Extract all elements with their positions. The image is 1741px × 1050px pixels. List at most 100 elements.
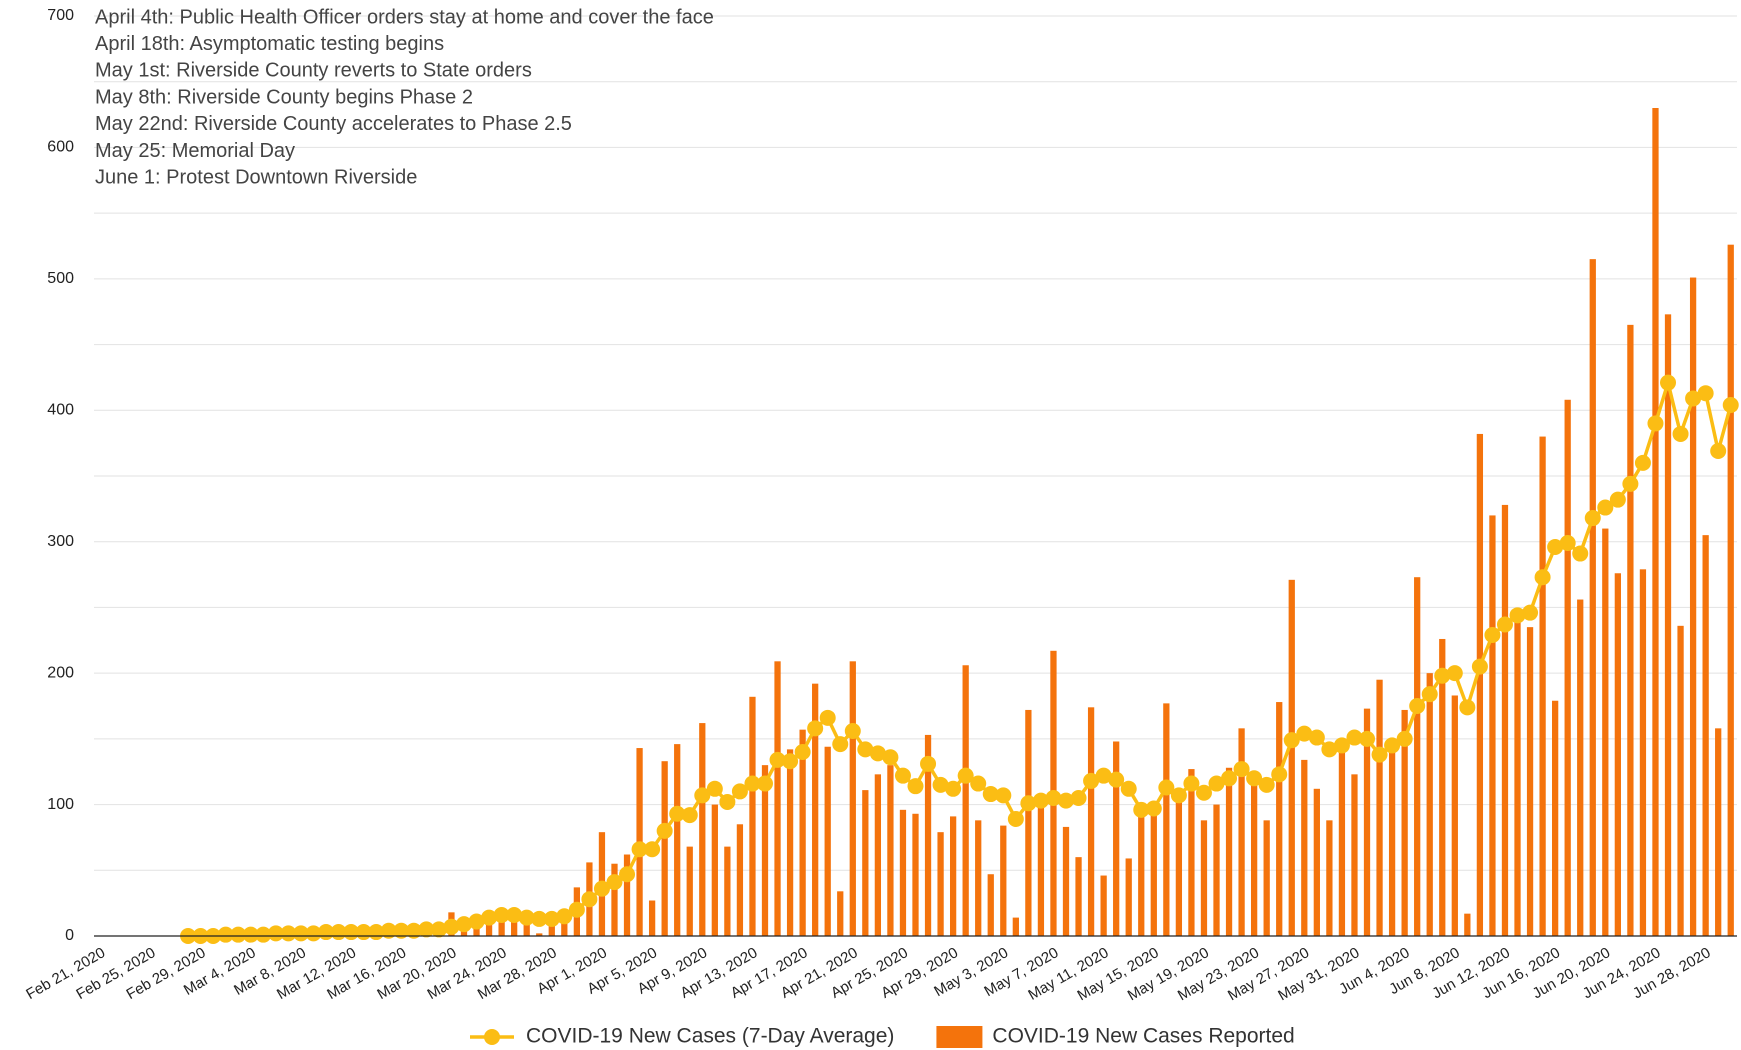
annotation: May 8th: Riverside County begins Phase 2 [95, 86, 473, 108]
average-point [1346, 729, 1363, 746]
bar [761, 765, 769, 936]
bar [1225, 767, 1233, 936]
average-point [1271, 766, 1288, 783]
bar [711, 804, 718, 936]
average-point [857, 741, 874, 758]
average-point [1007, 811, 1024, 828]
average-point [719, 793, 736, 810]
y-tick-label: 500 [47, 270, 74, 287]
average-point [1108, 771, 1125, 788]
average-point [380, 922, 397, 939]
average-point [1170, 787, 1187, 804]
bar [1401, 709, 1408, 936]
bar [749, 696, 756, 936]
average-point [1459, 699, 1476, 716]
average-point [1045, 790, 1062, 806]
average-point [1572, 545, 1589, 562]
bar [1602, 528, 1609, 936]
average-point [1584, 510, 1601, 527]
average-point [1396, 730, 1413, 747]
average-point [430, 921, 447, 938]
bar [812, 683, 819, 936]
bar [774, 661, 781, 936]
bar [1163, 703, 1170, 936]
bar [1627, 324, 1634, 936]
y-tick-label: 700 [47, 7, 74, 24]
bar [1062, 826, 1070, 936]
average-point [1333, 737, 1350, 754]
average-point [1484, 627, 1501, 644]
bar [887, 765, 894, 936]
average-point [518, 909, 535, 926]
y-tick-label: 0 [65, 927, 74, 944]
average-point [493, 906, 510, 923]
average-point [882, 749, 899, 766]
bar [674, 744, 681, 936]
average-point [242, 926, 259, 943]
bar [937, 832, 944, 936]
bar [648, 900, 656, 936]
average-point [1722, 397, 1739, 414]
average-point [669, 805, 686, 822]
legend-point [484, 1029, 500, 1045]
average-point [1032, 792, 1049, 809]
bar [1175, 791, 1183, 936]
bar [536, 933, 543, 936]
bar [1414, 577, 1421, 936]
legend: COVID-19 New Cases (7-Day Average) COVID-… [470, 1025, 1295, 1048]
bar [548, 920, 555, 936]
average-point [644, 841, 661, 858]
bar [1113, 741, 1120, 936]
average-point [1195, 784, 1212, 801]
average-point [1158, 779, 1175, 796]
average-point [681, 807, 698, 824]
bar [1276, 702, 1283, 936]
average-point [230, 926, 247, 943]
average-point [1359, 730, 1376, 747]
bar [899, 809, 907, 936]
average-point [731, 783, 748, 800]
average-point [1208, 775, 1225, 792]
average-point [869, 745, 886, 762]
bar [987, 874, 994, 936]
average-point [568, 901, 585, 918]
bar [1589, 259, 1596, 937]
average-point [744, 775, 761, 792]
bar [1213, 804, 1220, 936]
average-point [1509, 607, 1526, 624]
bar [1539, 436, 1546, 936]
average-point [531, 910, 548, 927]
legend-item: COVID-19 New Cases Reported [936, 1025, 1295, 1048]
average-point [1246, 770, 1263, 787]
bar [1313, 788, 1320, 936]
average-point [292, 925, 309, 942]
average-point [631, 841, 648, 858]
average-point [606, 874, 623, 891]
average-point [1697, 385, 1714, 402]
legend-label: COVID-19 New Cases (7-Day Average) [526, 1025, 894, 1048]
bar [736, 824, 744, 936]
average-point [1183, 775, 1200, 792]
average-line [188, 376, 1733, 938]
bar [1501, 504, 1509, 936]
bar [849, 661, 856, 936]
bar [1301, 759, 1308, 936]
annotation: April 4th: Public Health Officer orders … [95, 6, 714, 28]
bar [1012, 917, 1019, 936]
average-point [506, 906, 523, 923]
bar [1476, 433, 1484, 936]
bar [1200, 820, 1208, 936]
bar [1614, 573, 1621, 936]
bar [724, 846, 731, 936]
average-point [769, 751, 786, 768]
bar [623, 854, 631, 936]
y-tick-label: 400 [47, 402, 74, 419]
average-point [280, 925, 297, 942]
bar [1263, 820, 1270, 936]
bar [1451, 695, 1458, 936]
bar [1288, 579, 1295, 936]
average-point [1384, 737, 1401, 754]
average-point [581, 891, 598, 908]
bar [511, 914, 518, 936]
average-point [1609, 491, 1626, 508]
